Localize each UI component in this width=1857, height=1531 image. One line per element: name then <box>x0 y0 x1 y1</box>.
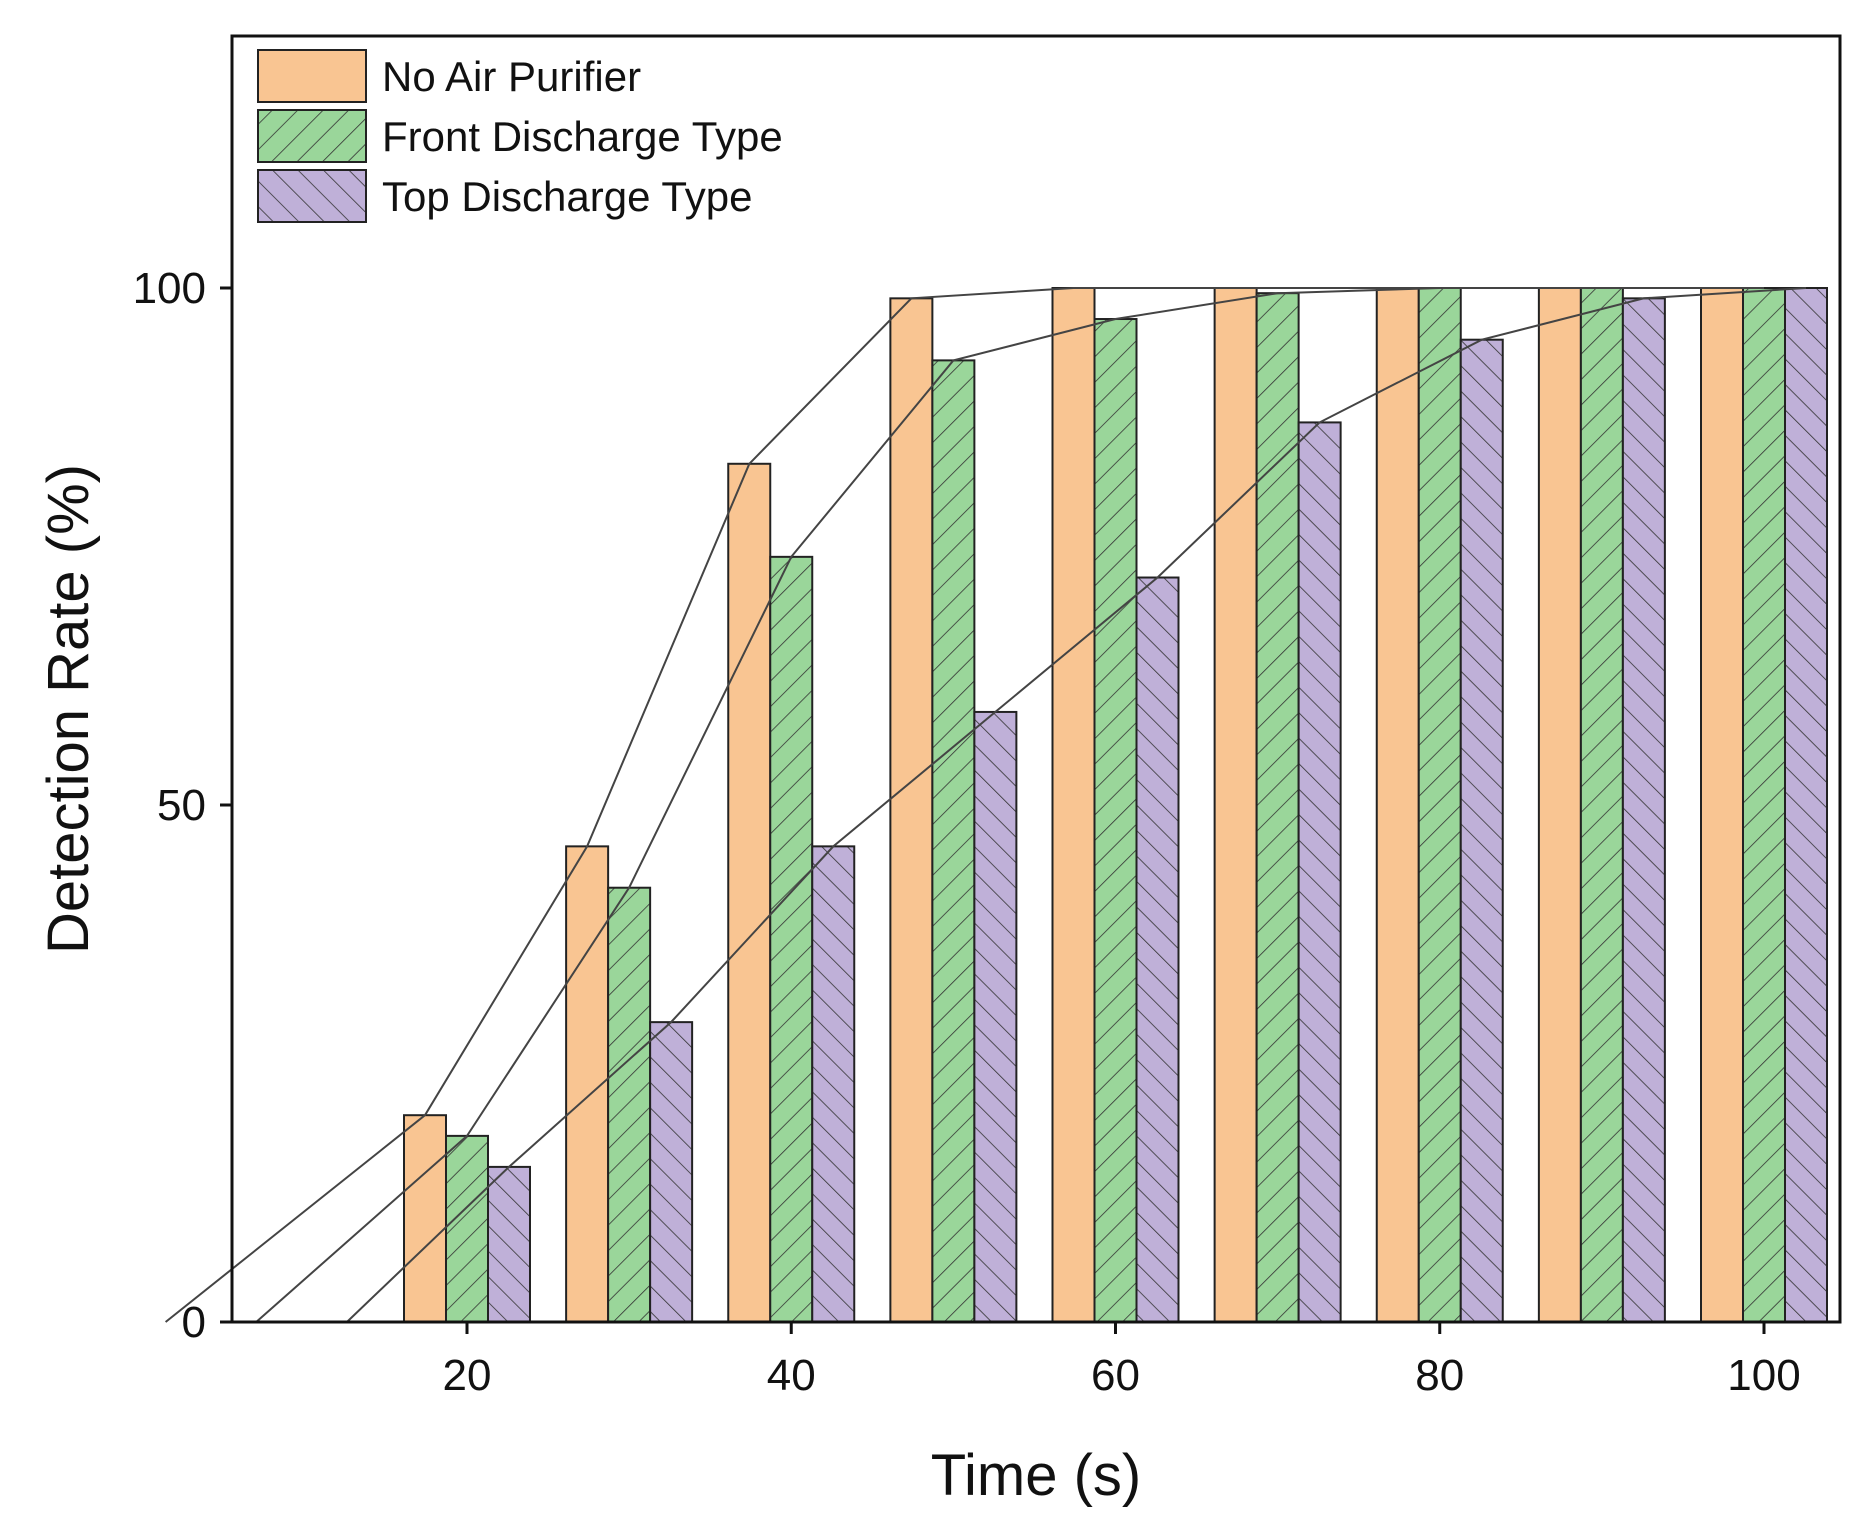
bar-no-air-purifier-100 <box>1701 288 1743 1322</box>
bar-no-air-purifier-80 <box>1376 288 1419 1322</box>
x-tick-label: 100 <box>1727 1351 1800 1400</box>
bar-hatch-front-discharge-type-50 <box>932 360 975 1322</box>
bar-hatch-top-discharge-type-30 <box>650 1022 693 1322</box>
y-axis: 0 50 100 <box>133 264 232 1347</box>
bar-hatch-top-discharge-type-90 <box>1622 298 1665 1323</box>
x-axis: 20 40 60 80 100 <box>443 1322 1801 1400</box>
bar-no-air-purifier-40 <box>728 463 771 1322</box>
bar-no-air-purifier-90 <box>1538 288 1581 1322</box>
legend-swatch-hatch-top-discharge-type <box>258 170 366 222</box>
bar-no-air-purifier-60 <box>1052 288 1095 1322</box>
x-tick-label: 80 <box>1415 1351 1464 1400</box>
y-axis-title: Detection Rate (%) <box>36 464 101 954</box>
bar-hatch-front-discharge-type-60 <box>1094 319 1137 1322</box>
bar-hatch-top-discharge-type-60 <box>1136 577 1179 1322</box>
trend-line-top-discharge-type <box>346 287 1807 1323</box>
legend: No Air Purifier Front Discharge Type Top D… <box>257 49 783 223</box>
bar-hatch-top-discharge-type-40 <box>812 846 855 1322</box>
bar-hatch-top-discharge-type-80 <box>1460 339 1503 1322</box>
bar-hatch-front-discharge-type-30 <box>608 887 651 1322</box>
bar-hatch-front-discharge-type-90 <box>1580 288 1623 1322</box>
x-axis-title: Time (s) <box>931 1443 1141 1508</box>
bar-no-air-purifier-20 <box>404 1115 446 1322</box>
x-tick-label: 20 <box>443 1351 492 1400</box>
bar-hatch-front-discharge-type-80 <box>1418 288 1461 1322</box>
bar-hatch-front-discharge-type-20 <box>446 1135 488 1322</box>
x-tick-label: 60 <box>1091 1351 1140 1400</box>
bar-hatch-front-discharge-type-70 <box>1256 293 1299 1322</box>
y-tick-label: 100 <box>133 264 206 313</box>
x-tick-label: 40 <box>767 1351 816 1400</box>
bar-hatch-top-discharge-type-50 <box>974 711 1017 1322</box>
legend-label-no-air-purifier: No Air Purifier <box>382 53 641 100</box>
legend-swatch-no-air-purifier <box>258 50 366 102</box>
trend-line-front-discharge-type <box>255 287 1764 1323</box>
y-tick-label: 0 <box>182 1298 206 1347</box>
plot-frame <box>230 34 1842 1324</box>
y-tick-label: 50 <box>157 781 206 830</box>
bar-hatch-top-discharge-type-20 <box>488 1166 530 1322</box>
bar-hatch-top-discharge-type-100 <box>1785 288 1827 1322</box>
legend-swatch-outline-no-air-purifier <box>257 49 367 103</box>
trend-lines <box>164 287 1807 1323</box>
bar-hatch-front-discharge-type-40 <box>770 556 813 1322</box>
bar-no-air-purifier-50 <box>890 298 933 1323</box>
legend-swatch-hatch-front-discharge-type <box>258 110 366 162</box>
bar-hatch-top-discharge-type-70 <box>1298 422 1341 1322</box>
bar-hatch-front-discharge-type-100 <box>1743 288 1785 1322</box>
legend-label-top-discharge-type: Top Discharge Type <box>382 173 752 220</box>
legend-swatch-outline-top-discharge-type <box>257 169 367 223</box>
bar-no-air-purifier-70 <box>1214 288 1257 1322</box>
bar-group <box>403 287 1828 1324</box>
legend-swatch-outline-front-discharge-type <box>257 109 367 163</box>
legend-label-front-discharge-type: Front Discharge Type <box>382 113 783 160</box>
